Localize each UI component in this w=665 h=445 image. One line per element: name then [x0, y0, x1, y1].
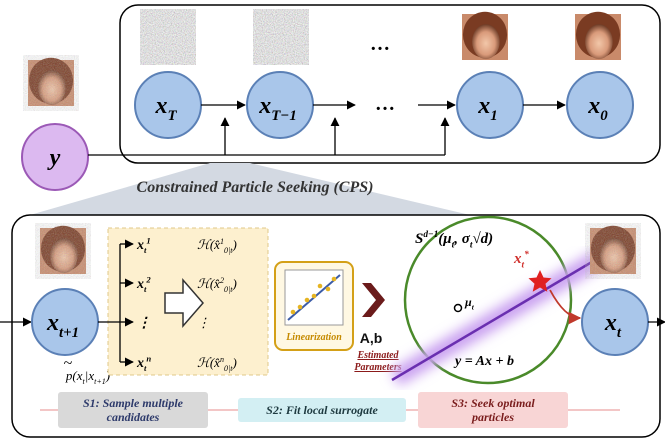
ellipsis: …: [370, 33, 390, 55]
math-part: x: [136, 277, 144, 292]
math-part: x: [154, 93, 167, 119]
sphere-label: Sd−1(μt, σt√d): [415, 230, 493, 251]
math-part: x: [587, 93, 600, 119]
math-part: 2: [145, 274, 151, 284]
center-point: [455, 305, 462, 312]
noise-image: [145, 14, 191, 60]
face-image-noise: [40, 228, 86, 274]
math-part: T: [167, 108, 177, 124]
linearization-label: Linearization: [285, 332, 342, 343]
input-label: y: [47, 145, 61, 171]
math-part: x: [258, 93, 271, 119]
math-part: ℋ(x̂: [197, 237, 220, 252]
math-part: p(: [65, 368, 78, 383]
math-part: ): [231, 355, 236, 370]
stage-label: S1: Sample multiple: [83, 396, 184, 410]
math-part: ⋮: [197, 315, 210, 330]
math-part: S: [415, 231, 423, 247]
math-part: ): [231, 276, 236, 291]
face-image-skin: [472, 24, 500, 59]
math-part: 1: [146, 235, 150, 245]
math-part: T−1: [271, 108, 297, 124]
params-label: A,b: [360, 330, 383, 346]
math-part: √d): [472, 231, 493, 247]
math-part: t+1: [94, 377, 106, 386]
stage-label: S3: Seek optimal: [451, 396, 535, 410]
math-part: t: [472, 303, 475, 312]
face-image-noise: [590, 228, 636, 274]
stage-label: particles: [471, 410, 514, 424]
math-part: x: [604, 310, 617, 336]
objective-label: ⋮: [197, 315, 210, 330]
math-part: ℋ(x̂: [197, 355, 220, 370]
transition-label: p(xt|xt+1): [65, 368, 110, 386]
math-part: x: [136, 238, 144, 253]
math-part: x: [136, 356, 144, 371]
stage-label: S2: Fit local surrogate: [266, 403, 378, 417]
math-part: t+1: [59, 325, 79, 341]
plot-point: [318, 284, 323, 289]
face-image-noise: [28, 60, 74, 106]
cps-title: Constrained Particle Seeking (CPS): [137, 179, 374, 196]
node-circle: [247, 72, 313, 138]
math-part: y = Ax + b: [453, 354, 514, 369]
math-part: t: [522, 261, 525, 271]
params-caption: Estimated: [356, 350, 399, 361]
math-part: 1: [490, 108, 497, 124]
math-part: n: [220, 355, 224, 364]
node-circle: [135, 72, 201, 138]
math-part: ⋮: [137, 316, 151, 331]
candidate-label: ⋮: [137, 316, 151, 331]
math-part: 0: [600, 108, 608, 124]
center-label: μt: [464, 295, 475, 312]
plot-point: [305, 298, 310, 303]
math-part: x: [46, 310, 59, 336]
math-part: ℋ(x̂: [197, 276, 220, 291]
math-part: 2: [220, 276, 224, 285]
math-part: d−1: [423, 230, 438, 240]
stage-label: candidates: [107, 410, 160, 424]
chevron: [362, 283, 385, 317]
constraint-label: y = Ax + b: [453, 354, 514, 369]
plot-point: [326, 287, 331, 292]
math-part: ): [231, 237, 236, 252]
math-part: 1: [220, 237, 224, 246]
plot-point: [291, 310, 296, 315]
math-part: *: [524, 249, 529, 260]
face-image-skin: [585, 24, 613, 59]
node-circle: [32, 289, 98, 355]
diagram: …xTxT−1x1x0…yConstrained Particle Seekin…: [0, 0, 665, 445]
math-part: , σ: [453, 231, 471, 247]
noise-image: [258, 14, 304, 60]
ellipsis: …: [375, 93, 395, 115]
plot-point: [312, 294, 317, 299]
math-part: y: [47, 145, 61, 171]
math-part: x: [477, 93, 490, 119]
math-part: n: [146, 353, 151, 363]
plot-point: [332, 277, 337, 282]
optimum-label: xt*: [513, 249, 529, 271]
math-part: (μ: [438, 231, 451, 247]
plot-point: [298, 305, 303, 310]
